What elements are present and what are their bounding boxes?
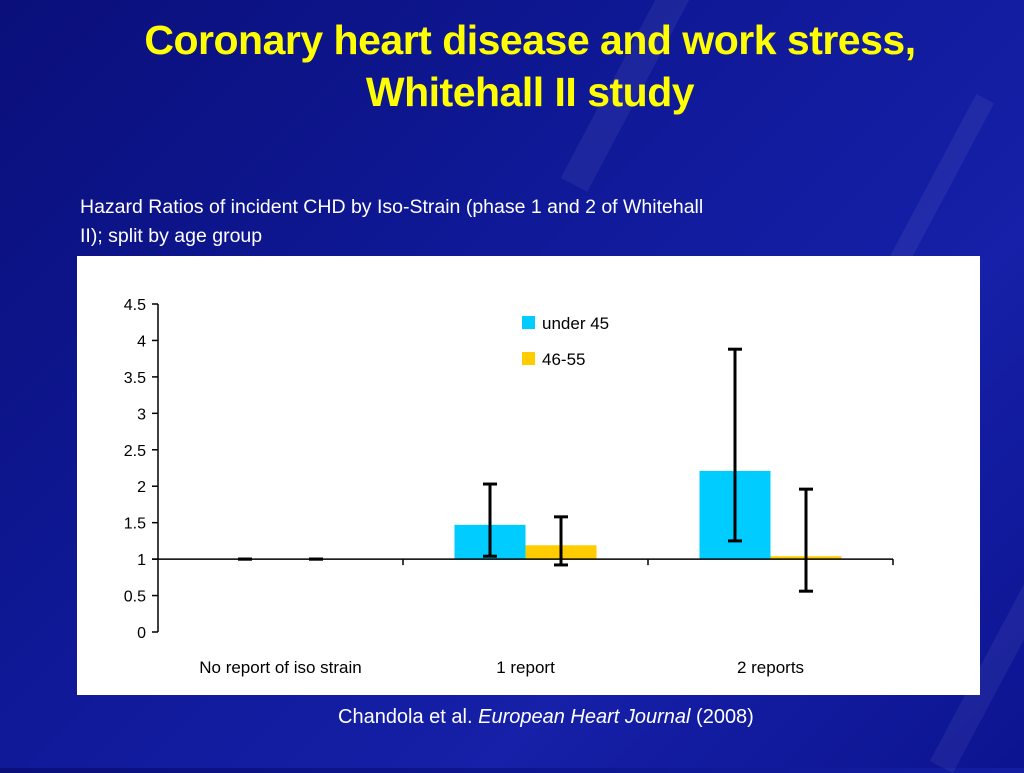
citation-year: (2008) (696, 706, 754, 728)
y-tick-label: 3.5 (124, 370, 146, 387)
y-tick-label: 3 (137, 406, 146, 423)
y-tick-label: 0 (137, 625, 146, 642)
chart-caption-line-2: II); split by age group (80, 222, 920, 251)
hazard-ratio-bar-chart: 0 0.5 1 1.5 2 2.5 3 3.5 4 4.5 No report of iso st… (77, 256, 980, 695)
chart-panel: 0 0.5 1 1.5 2 2.5 3 3.5 4 4.5 No report of iso st… (77, 256, 980, 695)
x-tick-label: No report of iso strain (199, 658, 362, 677)
y-tick-label: 4.5 (124, 297, 146, 314)
slide-title: Coronary heart disease and work stress, … (0, 14, 1024, 118)
slide-title-line-1: Coronary heart disease and work stress, (0, 14, 1024, 66)
y-axis: 0 0.5 1 1.5 2 2.5 3 3.5 4 4.5 (124, 297, 158, 642)
legend-label-0: under 45 (542, 314, 609, 333)
y-tick-label: 0.5 (124, 589, 146, 606)
citation-journal: European Heart Journal (478, 706, 690, 728)
y-tick-label: 2.5 (124, 443, 146, 460)
chart-caption: Hazard Ratios of incident CHD by Iso-Str… (80, 193, 920, 251)
legend-label-1: 46-55 (542, 350, 585, 369)
y-tick-label: 1.5 (124, 516, 146, 533)
x-tick-label: 2 reports (737, 658, 804, 677)
slide-title-line-2: Whitehall II study (0, 66, 1024, 118)
chart-caption-line-1: Hazard Ratios of incident CHD by Iso-Str… (80, 193, 920, 222)
y-tick-label: 1 (137, 552, 146, 569)
x-axis: No report of iso strain 1 report 2 reports (152, 559, 893, 677)
citation: Chandola et al. European Heart Journal (… (338, 706, 754, 729)
y-tick-label: 4 (137, 333, 146, 350)
bars (210, 471, 842, 559)
citation-authors: Chandola et al. (338, 706, 473, 728)
legend-swatch-1 (522, 352, 535, 365)
y-tick-label: 2 (137, 479, 146, 496)
legend: under 45 46-55 (522, 314, 609, 369)
x-tick-label: 1 report (496, 658, 555, 677)
legend-swatch-0 (522, 316, 535, 329)
